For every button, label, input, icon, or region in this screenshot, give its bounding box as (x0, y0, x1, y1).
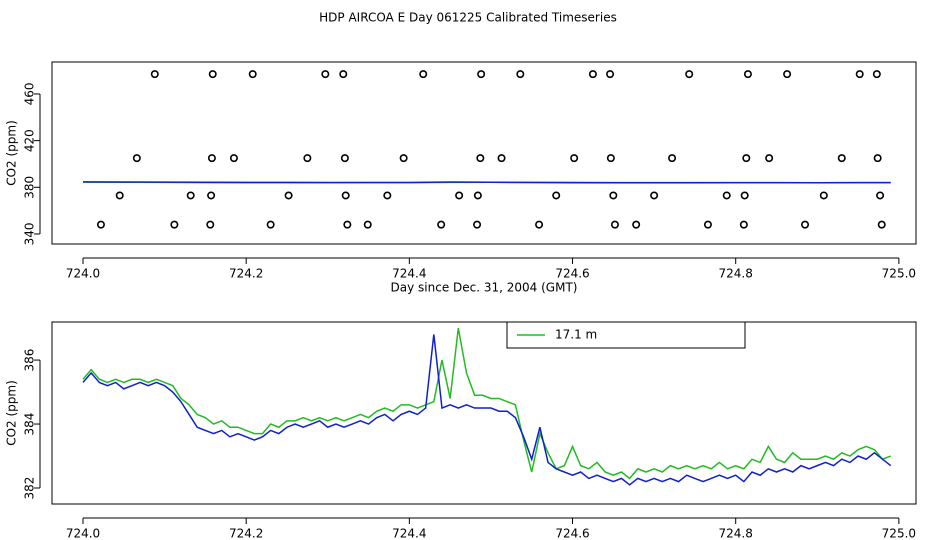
data-point (606, 70, 615, 79)
data-point (570, 154, 579, 163)
data-point (740, 191, 749, 200)
x-tick-label: 724.0 (66, 267, 100, 281)
data-point (383, 191, 392, 200)
data-point (170, 220, 179, 229)
plot-frame (51, 61, 917, 245)
data-point (783, 70, 792, 79)
y-tick-label: 460 (23, 83, 37, 106)
data-point (343, 220, 352, 229)
data-point (606, 154, 615, 163)
data-point (266, 220, 275, 229)
data-point (872, 70, 881, 79)
data-point (876, 191, 885, 200)
x-tick-label: 724.2 (229, 527, 263, 540)
data-point (455, 191, 464, 200)
plot-frame (51, 321, 917, 505)
data-point (685, 70, 694, 79)
x-tick-label: 725.0 (882, 267, 916, 281)
y-axis-label: CO2 (ppm) (5, 120, 19, 186)
data-point (739, 220, 748, 229)
data-point (765, 154, 774, 163)
data-point (610, 220, 619, 229)
y-tick-label: 340 (23, 223, 37, 246)
data-point (742, 154, 751, 163)
data-point (207, 191, 216, 200)
data-point (588, 70, 597, 79)
y-tick-label: 420 (23, 129, 37, 152)
data-point (339, 70, 348, 79)
data-point (873, 154, 882, 163)
data-point (877, 220, 886, 229)
data-point (650, 191, 659, 200)
data-point (837, 154, 846, 163)
data-point (801, 220, 810, 229)
data-point (722, 191, 731, 200)
y-tick-label: 384 (23, 413, 37, 436)
data-point (535, 220, 544, 229)
data-point (96, 220, 105, 229)
chart-title: HDP AIRCOA E Day 061225 Calibrated Times… (319, 11, 617, 25)
data-point (248, 70, 257, 79)
data-point (115, 191, 124, 200)
data-point (476, 154, 485, 163)
data-point (321, 70, 330, 79)
data-point (516, 70, 525, 79)
data-point (497, 154, 506, 163)
x-tick-label: 724.4 (392, 267, 426, 281)
data-point (284, 191, 293, 200)
data-point (743, 70, 752, 79)
x-tick-label: 724.8 (719, 527, 753, 540)
data-point (229, 154, 238, 163)
data-point (132, 154, 141, 163)
series-line (82, 334, 892, 486)
x-axis-label: Day since Dec. 31, 2004 (GMT) (391, 281, 578, 295)
data-point (855, 70, 864, 79)
legend-label: 17.1 m (555, 328, 597, 342)
data-point (473, 191, 482, 200)
data-point (208, 70, 217, 79)
series-line (82, 181, 891, 184)
y-tick-label: 380 (23, 176, 37, 199)
data-point (552, 191, 561, 200)
data-point (419, 70, 428, 79)
data-point (399, 154, 408, 163)
data-point (340, 154, 349, 163)
y-axis-label: CO2 (ppm) (5, 380, 19, 446)
data-point (186, 191, 195, 200)
data-point (206, 220, 215, 229)
x-tick-label: 724.6 (555, 267, 589, 281)
y-tick-label: 382 (23, 477, 37, 500)
x-tick-label: 724.8 (719, 267, 753, 281)
series-line (82, 327, 891, 480)
data-point (150, 70, 159, 79)
x-tick-label: 724.6 (555, 527, 589, 540)
data-point (668, 154, 677, 163)
data-point (303, 154, 312, 163)
x-tick-label: 724.2 (229, 267, 263, 281)
legend-box (506, 321, 746, 349)
x-tick-label: 725.0 (882, 527, 916, 540)
data-point (819, 191, 828, 200)
data-point (609, 191, 618, 200)
y-tick-label: 386 (23, 349, 37, 372)
data-point (473, 220, 482, 229)
data-point (632, 220, 641, 229)
x-tick-label: 724.4 (392, 527, 426, 540)
data-point (341, 191, 350, 200)
data-point (363, 220, 372, 229)
data-point (703, 220, 712, 229)
x-tick-label: 724.0 (66, 527, 100, 540)
data-point (477, 70, 486, 79)
data-point (207, 154, 216, 163)
data-point (437, 220, 446, 229)
